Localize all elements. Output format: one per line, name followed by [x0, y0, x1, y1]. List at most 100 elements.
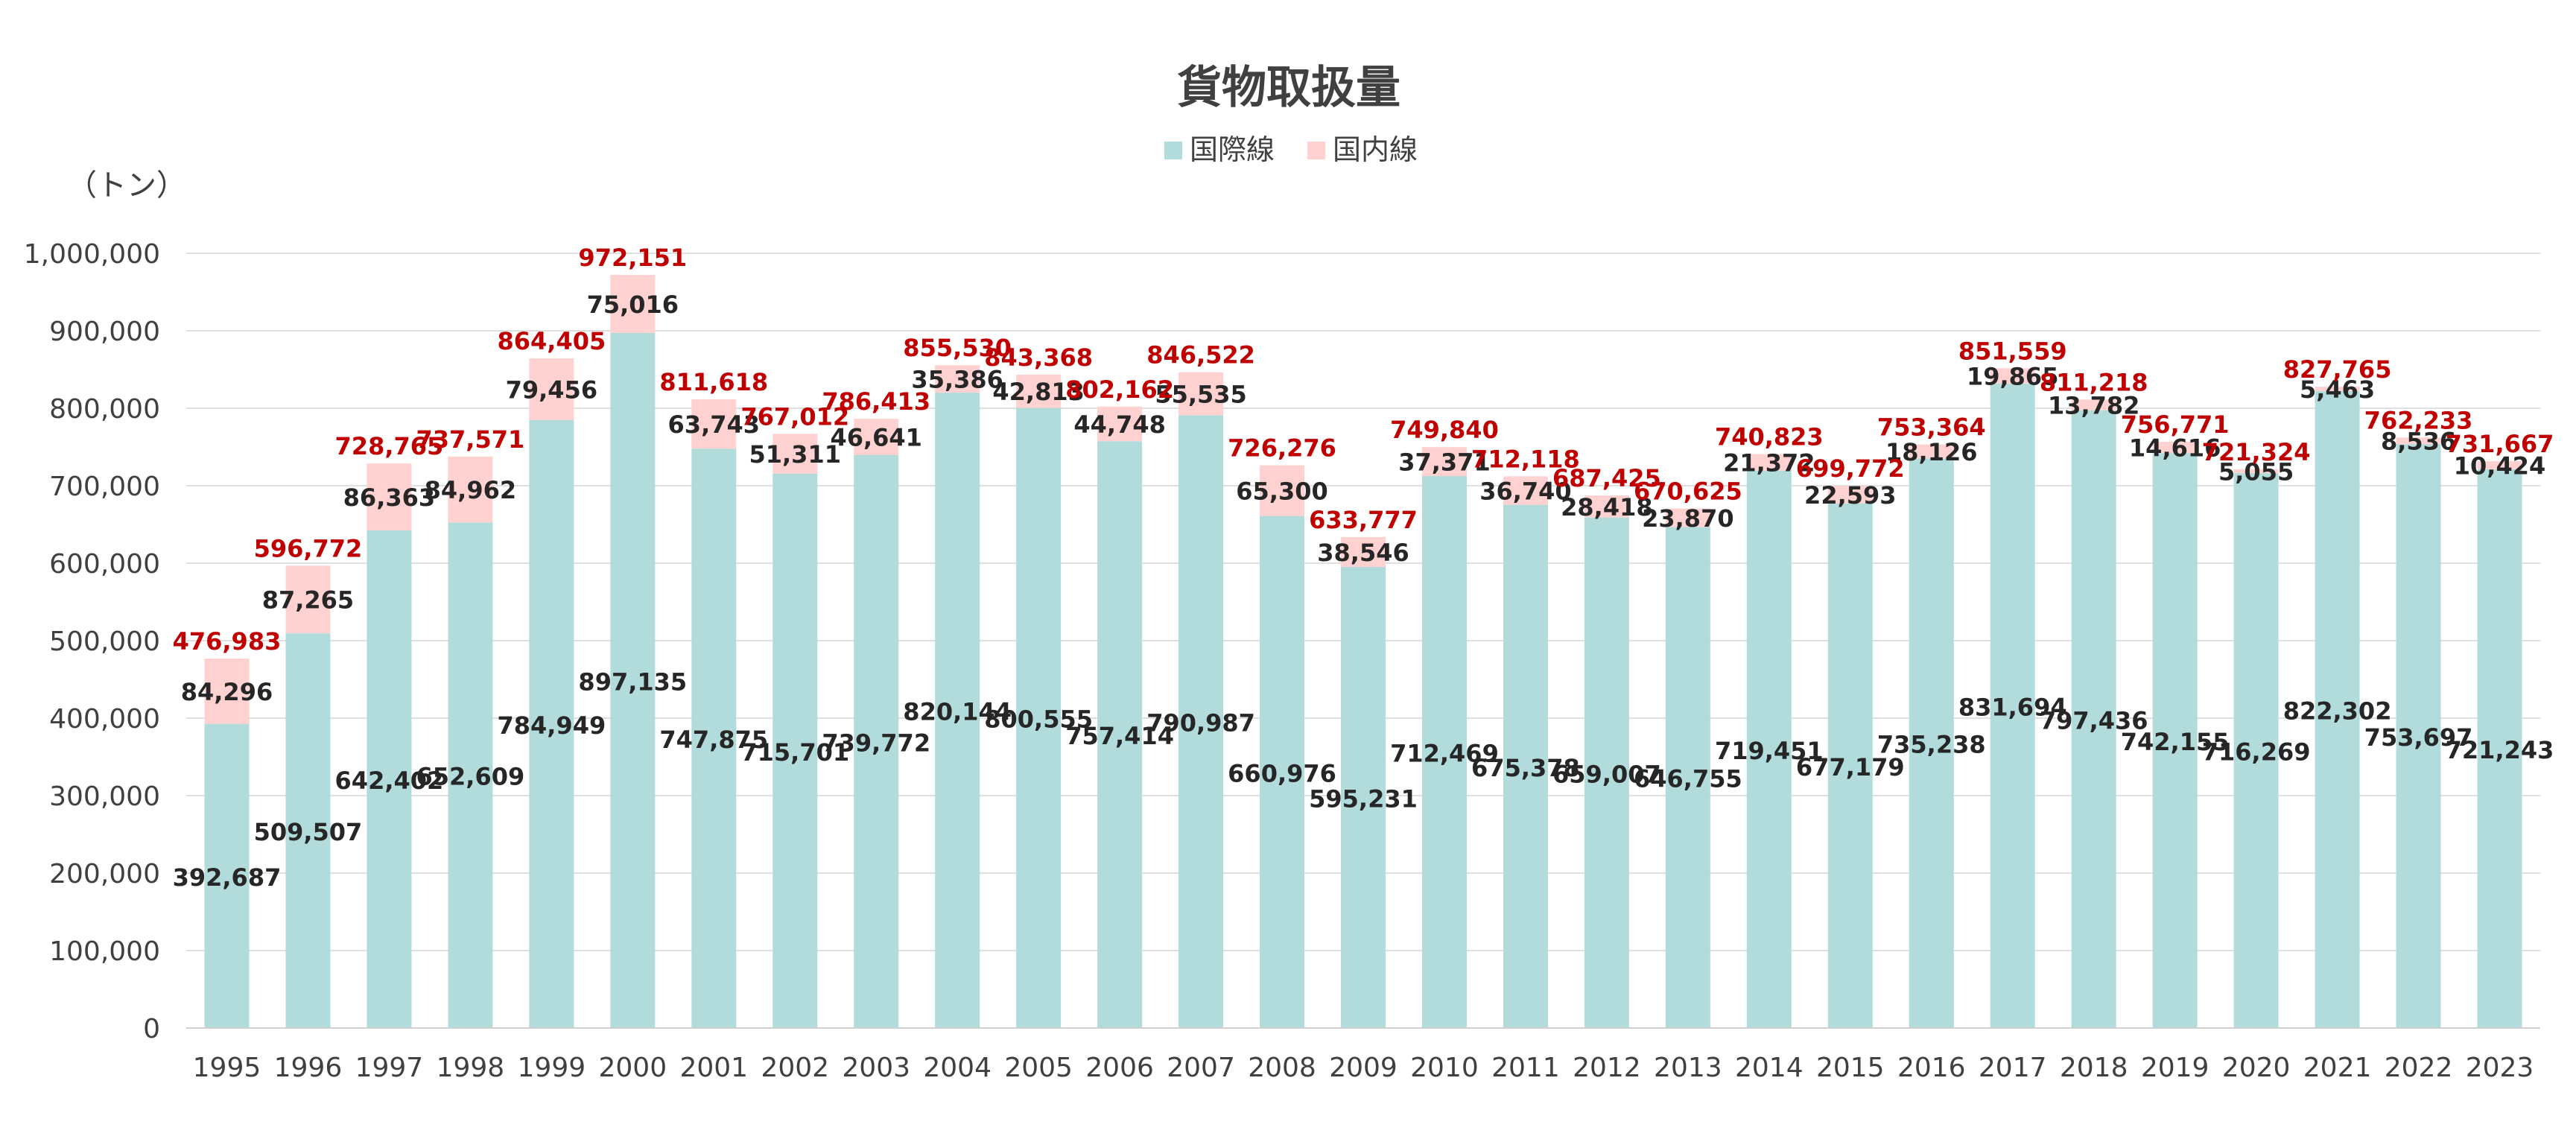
x-tick-label: 2000 [598, 1053, 667, 1083]
y-tick-label: 300,000 [49, 781, 160, 812]
bar-international-2003 [854, 454, 899, 1028]
label-domestic-2019: 14,616 [2129, 434, 2221, 463]
label-total-2005: 843,368 [984, 343, 1093, 372]
label-domestic-1996: 87,265 [262, 586, 354, 615]
label-total-1999: 864,405 [497, 327, 606, 355]
bar-domestic-2013 [1665, 508, 1710, 527]
label-international-2010: 712,469 [1390, 740, 1499, 768]
label-international-2009: 595,231 [1309, 784, 1418, 813]
y-axis-ticks: 0 100,000 200,000 300,000 400,000 500,000 600,… [24, 239, 160, 1044]
label-international-2013: 646,755 [1634, 765, 1742, 793]
label-international-2003: 739,772 [822, 729, 930, 757]
x-tick-label: 1997 [355, 1053, 424, 1083]
bar-international-2011 [1503, 504, 1548, 1028]
label-international-2001: 747,875 [659, 726, 768, 754]
bar-international-1997 [367, 530, 412, 1028]
label-domestic-2012: 28,418 [1561, 493, 1652, 521]
label-domestic-2004: 35,386 [911, 366, 1003, 394]
x-tick-label: 1999 [518, 1053, 586, 1083]
bar-international-2007 [1178, 415, 1224, 1028]
label-international-2014: 719,451 [1715, 737, 1824, 765]
x-tick-label: 2022 [2385, 1053, 2453, 1083]
bar-domestic-2021 [2315, 387, 2360, 391]
x-tick-label: 2013 [1654, 1053, 1722, 1083]
label-international-1997: 642,402 [335, 767, 444, 795]
bar-international-2009 [1341, 566, 1386, 1028]
label-domestic-2022: 8,536 [2381, 428, 2456, 456]
label-domestic-2001: 63,743 [668, 410, 760, 439]
label-total-2018: 811,218 [2040, 368, 2148, 396]
bar-domestic-2009 [1341, 536, 1386, 567]
y-tick-label: 0 [143, 1014, 160, 1044]
bar-international-2018 [2071, 410, 2116, 1028]
legend-swatch-domestic [1307, 142, 1325, 159]
label-total-2000: 972,151 [578, 244, 687, 272]
label-domestic-2007: 55,535 [1155, 380, 1246, 408]
x-tick-label: 2011 [1491, 1053, 1560, 1083]
x-tick-label: 1995 [193, 1053, 261, 1083]
label-total-2022: 762,233 [2364, 406, 2473, 434]
label-total-1997: 728,765 [335, 432, 444, 460]
y-tick-label: 800,000 [49, 394, 160, 425]
bar-domestic-2011 [1503, 476, 1548, 505]
bar-international-2006 [1097, 441, 1143, 1028]
x-tick-label: 2021 [2303, 1053, 2372, 1083]
label-domestic-2005: 42,813 [992, 378, 1084, 406]
bar-international-2004 [935, 393, 980, 1028]
label-international-2006: 757,414 [1065, 722, 1174, 750]
label-international-2007: 790,987 [1146, 709, 1255, 738]
bar-domestic-2017 [1990, 368, 2035, 384]
bar-international-2008 [1260, 516, 1305, 1028]
bar-international-2017 [1990, 384, 2035, 1028]
label-total-2013: 670,625 [1634, 478, 1742, 506]
bar-domestic-2018 [2071, 399, 2116, 410]
bar-domestic-2016 [1909, 444, 1954, 459]
label-total-2012: 687,425 [1552, 464, 1661, 492]
bar-domestic-2004 [935, 365, 980, 393]
y-tick-label: 900,000 [49, 317, 160, 347]
bar-domestic-2003 [854, 419, 899, 455]
label-total-1996: 596,772 [254, 534, 363, 562]
label-total-2017: 851,559 [1958, 337, 2067, 365]
label-international-2018: 797,436 [2040, 706, 2148, 735]
x-tick-label: 2002 [761, 1053, 829, 1083]
label-total-2015: 699,772 [1796, 454, 1905, 483]
bar-domestic-2002 [773, 434, 818, 474]
y-tick-label: 200,000 [49, 859, 160, 889]
x-tick-label: 2003 [842, 1053, 910, 1083]
x-tick-label: 2010 [1410, 1053, 1479, 1083]
label-international-2002: 715,701 [740, 738, 849, 767]
label-international-2011: 675,378 [1471, 754, 1580, 782]
x-tick-label: 2006 [1085, 1053, 1154, 1083]
x-tick-label: 2007 [1167, 1053, 1235, 1083]
label-total-2014: 740,823 [1715, 423, 1824, 451]
label-total-2007: 846,522 [1146, 341, 1255, 369]
label-total-2020: 721,324 [2202, 438, 2311, 466]
label-domestic-2009: 38,546 [1317, 539, 1409, 567]
label-total-2006: 802,162 [1065, 375, 1174, 404]
label-total-2009: 633,777 [1309, 506, 1418, 534]
x-tick-label: 2004 [923, 1053, 992, 1083]
bar-domestic-1996 [285, 565, 331, 634]
label-domestic-2017: 19,865 [1967, 363, 2058, 391]
bar-domestic-2020 [2233, 469, 2279, 474]
bar-domestic-2000 [610, 274, 656, 333]
bar-domestic-1999 [529, 358, 574, 420]
label-international-1998: 652,609 [416, 763, 525, 791]
label-total-2002: 767,012 [740, 402, 849, 431]
bar-domestic-2019 [2152, 441, 2198, 454]
segment-labels: 392,687 84,296 509,507 87,265 642,402 86,363 6… [173, 291, 2554, 892]
label-international-2020: 716,269 [2202, 738, 2311, 767]
x-tick-label: 2017 [1979, 1053, 2047, 1083]
bar-domestic-1998 [448, 456, 493, 523]
x-tick-label: 2018 [2060, 1053, 2128, 1083]
bar-domestic-2006 [1097, 406, 1143, 442]
label-domestic-2014: 21,372 [1723, 449, 1815, 478]
bar-domestic-2005 [1016, 374, 1062, 408]
bar-international-1995 [204, 723, 250, 1028]
label-domestic-2002: 51,311 [749, 440, 840, 469]
x-tick-label: 2009 [1329, 1053, 1398, 1083]
